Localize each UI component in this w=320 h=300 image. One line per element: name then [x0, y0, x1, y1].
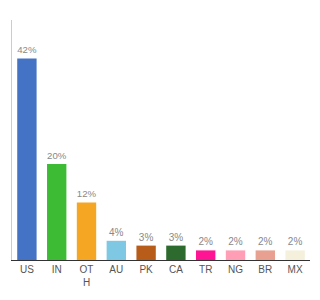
svg-text:2%: 2%	[288, 236, 303, 247]
svg-text:MX: MX	[288, 264, 303, 275]
svg-text:TR: TR	[199, 264, 212, 275]
svg-text:3%: 3%	[169, 232, 184, 243]
svg-text:4%: 4%	[109, 227, 124, 238]
svg-text:IN: IN	[52, 264, 62, 275]
svg-text:2%: 2%	[198, 236, 213, 247]
svg-text:CA: CA	[169, 264, 183, 275]
svg-text:2%: 2%	[258, 236, 273, 247]
svg-text:OTH: OTH	[80, 264, 94, 288]
svg-text:2%: 2%	[228, 236, 243, 247]
svg-text:12%: 12%	[77, 188, 97, 199]
svg-text:3%: 3%	[139, 232, 154, 243]
svg-text:20%: 20%	[47, 150, 67, 161]
svg-text:PK: PK	[139, 264, 153, 275]
svg-text:BR: BR	[258, 264, 272, 275]
svg-text:AU: AU	[109, 264, 123, 275]
svg-text:NG: NG	[228, 264, 243, 275]
svg-text:42%: 42%	[17, 44, 37, 55]
svg-text:US: US	[20, 264, 34, 275]
